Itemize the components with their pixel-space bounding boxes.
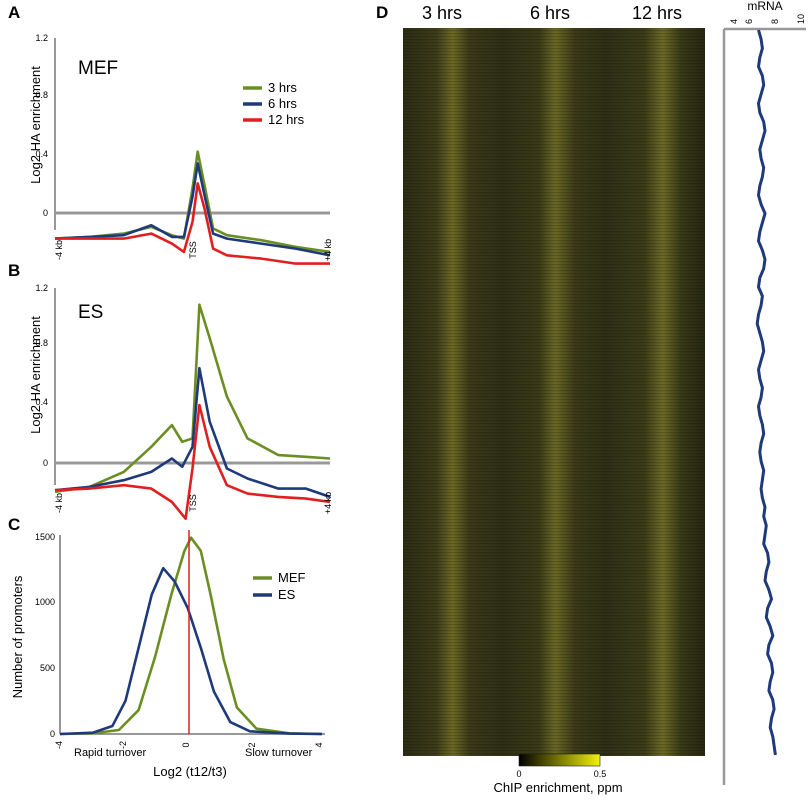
heatmap-noise [403, 28, 705, 756]
panel-c-ytick-2: 1000 [35, 597, 55, 607]
panel-b-ylabel: Log2 HA enrichment [28, 316, 43, 434]
panel-a-ylabel: Log2 HA enrichment [28, 66, 43, 184]
panel-a-ytick-0: 0 [43, 208, 48, 218]
panel-a-series-group [54, 150, 331, 265]
panel-c-legend: MEF ES [253, 570, 306, 602]
legend-label-6hrs: 6 hrs [268, 96, 297, 111]
panel-c-xtick-2: 0 [181, 742, 191, 747]
heatmap-col-label-12hrs: 12 hrs [632, 3, 682, 23]
panel-a-ytick-1: 0.4 [35, 149, 48, 159]
panel-b: B Log2 HA enrichment 0 0.4 0.8 1.2 -4 kb… [8, 261, 333, 521]
legend-label-es: ES [278, 587, 296, 602]
panel-b-series-group [54, 303, 331, 521]
panel-c-series-line-es [59, 566, 323, 736]
legend-label-mef: MEF [278, 570, 306, 585]
mrna-profile-line [755, 29, 777, 756]
colorbar-tick-0: 0 [516, 769, 521, 779]
panel-c-ytick-3: 1500 [35, 532, 55, 542]
panel-b-ytick-3: 1.2 [35, 283, 48, 293]
colorbar-label: ChIP enrichment, ppm [493, 780, 622, 795]
panel-b-xtick-1: TSS [188, 494, 198, 512]
panel-b-ytick-1: 0.4 [35, 397, 48, 407]
panel-c-xtick-3: 2 [247, 742, 257, 747]
panel-c-xtick-4: 4 [314, 742, 324, 747]
panel-a-xtick-2: +4 kb [323, 239, 333, 261]
mrna-profile-group [755, 29, 777, 756]
panel-b-series-line-6-hrs [54, 366, 331, 499]
mrna-title: mRNA [747, 0, 782, 13]
panel-c: C Number of promoters 0 500 1000 1500 -4… [8, 515, 325, 779]
panel-c-xtick-0: -4 [54, 741, 64, 749]
heatmap-col-label-3hrs: 3 hrs [422, 3, 462, 23]
panel-letter-a: A [8, 3, 20, 22]
panel-b-series-line-3-hrs [54, 303, 331, 494]
mrna-tick-2: 8 [770, 19, 780, 24]
panel-a-series-line-6-hrs [54, 162, 331, 257]
panel-c-ytick-1: 500 [40, 663, 55, 673]
panel-a-series-line-12-hrs [55, 182, 330, 265]
mrna-tick-3: 10 [796, 14, 806, 24]
panel-c-ytick-0: 0 [50, 729, 55, 739]
panel-a: A Log2 HA enrichment 0 0.4 0.8 1.2 -4 kb… [8, 3, 333, 265]
panel-letter-c: C [8, 515, 20, 534]
legend-label-12hrs: 12 hrs [268, 112, 305, 127]
panel-c-series-line-mef [59, 536, 323, 736]
panel-a-xtick-0: -4 kb [54, 240, 64, 260]
panel-b-condition: ES [78, 302, 103, 323]
mrna-tick-1: 6 [744, 19, 754, 24]
legend-label-3hrs: 3 hrs [268, 80, 297, 95]
panel-a-legend: 3 hrs 6 hrs 12 hrs [243, 80, 305, 127]
colorbar-tick-1: 0.5 [594, 769, 607, 779]
panel-a-ytick-3: 1.2 [35, 33, 48, 43]
panel-c-ylabel: Number of promoters [10, 575, 25, 698]
annotation-slow-turnover: Slow turnover [245, 747, 313, 759]
annotation-rapid-turnover: Rapid turnover [74, 747, 146, 759]
panel-a-condition: MEF [78, 58, 118, 79]
panel-letter-d: D [376, 3, 388, 22]
panel-b-ytick-2: 0.8 [35, 338, 48, 348]
panel-a-xtick-1: TSS [188, 241, 198, 259]
panel-b-xtick-0: -4 kb [54, 493, 64, 513]
mrna-tick-0: 4 [729, 19, 739, 24]
panel-letter-b: B [8, 261, 20, 280]
colorbar [518, 753, 601, 767]
panel-c-series-group [59, 536, 323, 736]
panel-b-series-line-12-hrs [54, 403, 331, 521]
panel-c-xlabel: Log2 (t12/t3) [153, 764, 227, 779]
panel-d: D 3 hrs 6 hrs 12 hrs 0 0.5 ChIP enrichme… [376, 0, 806, 795]
panel-b-ytick-0: 0 [43, 458, 48, 468]
panel-c-xtick-1: -2 [118, 741, 128, 749]
panel-a-ytick-2: 0.8 [35, 90, 48, 100]
panel-b-xtick-2: +4 kb [323, 492, 333, 514]
heatmap-col-label-6hrs: 6 hrs [530, 3, 570, 23]
